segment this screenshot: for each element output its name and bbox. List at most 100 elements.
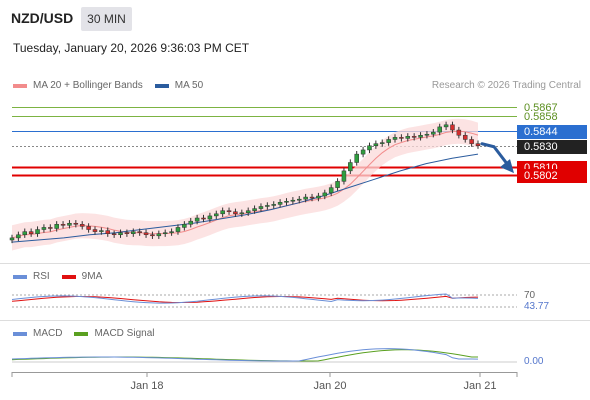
candle xyxy=(290,197,296,205)
candle xyxy=(284,198,289,206)
candle-body xyxy=(22,231,28,236)
candle-body xyxy=(233,211,238,215)
candle xyxy=(150,231,155,239)
timeframe-badge[interactable]: 30 MIN xyxy=(81,7,132,31)
time-axis-label: Jan 18 xyxy=(130,380,163,392)
candle-body xyxy=(28,231,34,234)
candle-body xyxy=(162,232,168,234)
ma20-line xyxy=(11,130,479,239)
rsi-level-70: 70 xyxy=(524,290,536,301)
candle xyxy=(194,214,200,225)
candle xyxy=(265,202,270,210)
legend-item-macd: MACD xyxy=(13,328,62,339)
candle xyxy=(41,224,47,233)
candle xyxy=(22,228,28,238)
candle-body xyxy=(99,230,104,232)
price-tag-support-2: 0.5802 xyxy=(517,168,587,183)
candle xyxy=(169,228,174,236)
legend-item-ma20-bollinger: MA 20 + Bollinger Bands xyxy=(13,80,143,91)
macd-zero-label: 0.00 xyxy=(524,356,544,367)
price-tag-last: 0.5830 xyxy=(517,139,587,154)
candle xyxy=(226,207,232,215)
candle xyxy=(245,207,251,216)
candle xyxy=(9,234,15,244)
candle-body xyxy=(16,234,21,239)
candle-body xyxy=(277,202,283,205)
forecast-arrow-line xyxy=(480,142,510,167)
legend-item-macd-signal: MACD Signal xyxy=(74,328,154,339)
candle xyxy=(392,134,398,143)
candle xyxy=(143,229,149,238)
macd-signal-line xyxy=(11,349,478,362)
price-tag-resistance-2: 0.5867 xyxy=(524,101,558,114)
candle xyxy=(73,220,79,228)
candle xyxy=(54,221,59,232)
bollinger-band-area xyxy=(12,118,478,251)
instrument-name: NZD/USD xyxy=(11,10,74,26)
candle-body xyxy=(284,201,289,203)
candle xyxy=(437,123,442,136)
candle-body xyxy=(54,224,59,229)
legend-swatch xyxy=(74,331,89,336)
candle xyxy=(99,227,104,235)
candle-body xyxy=(41,227,47,230)
price-tag-resistance-1: 0.5858 xyxy=(524,110,558,123)
candle xyxy=(386,136,391,146)
candle xyxy=(67,220,72,229)
candle-body xyxy=(322,192,328,197)
candle xyxy=(348,159,353,175)
legend-swatch xyxy=(61,274,76,279)
rsi-legend: RSI 9MA xyxy=(13,271,114,282)
candle-body xyxy=(220,210,225,215)
candle xyxy=(214,210,219,220)
candle-body xyxy=(271,204,276,206)
candle xyxy=(258,203,264,212)
candle xyxy=(48,224,53,232)
candle-body xyxy=(437,126,442,133)
candle xyxy=(309,193,315,202)
candle-body xyxy=(156,233,162,237)
candle xyxy=(277,199,283,208)
candle-body xyxy=(182,224,187,228)
candle xyxy=(379,139,385,147)
legend-label: RSI xyxy=(33,271,50,282)
candle-body xyxy=(424,133,430,136)
candle-body xyxy=(239,212,245,215)
legend-label: MA 50 xyxy=(174,80,204,91)
candle-body xyxy=(354,153,359,163)
candle xyxy=(162,229,168,237)
candle-body xyxy=(201,217,206,220)
candle-body xyxy=(207,215,213,220)
candle xyxy=(328,184,334,197)
candle xyxy=(233,208,238,217)
candle-body xyxy=(86,226,91,230)
rsi-line xyxy=(11,293,479,304)
macd-panel xyxy=(11,348,517,363)
candle xyxy=(475,140,481,149)
chart-datetime: Tuesday, January 20, 2026 9:36:03 PM CET xyxy=(13,41,250,55)
candle xyxy=(118,229,123,238)
candle-body xyxy=(9,237,15,241)
candle-body xyxy=(79,224,85,227)
candle-body xyxy=(143,232,149,236)
candle xyxy=(137,228,142,236)
candle xyxy=(271,201,276,209)
candle-body xyxy=(297,198,302,201)
candle xyxy=(322,189,328,200)
candle-body xyxy=(475,143,481,146)
chart-header: NZD/USD 30 MIN xyxy=(0,0,590,38)
candle-body xyxy=(450,124,455,131)
legend-label: MACD Signal xyxy=(94,328,155,339)
candle-body xyxy=(214,213,219,217)
macd-line xyxy=(11,348,479,362)
candle-body xyxy=(175,227,181,232)
candle xyxy=(201,214,206,223)
candle xyxy=(456,126,462,139)
candle-body xyxy=(405,136,411,139)
candle-body xyxy=(131,231,136,234)
candle xyxy=(111,230,117,238)
candle xyxy=(105,227,111,237)
candle xyxy=(28,228,34,237)
candle-body xyxy=(303,196,308,200)
